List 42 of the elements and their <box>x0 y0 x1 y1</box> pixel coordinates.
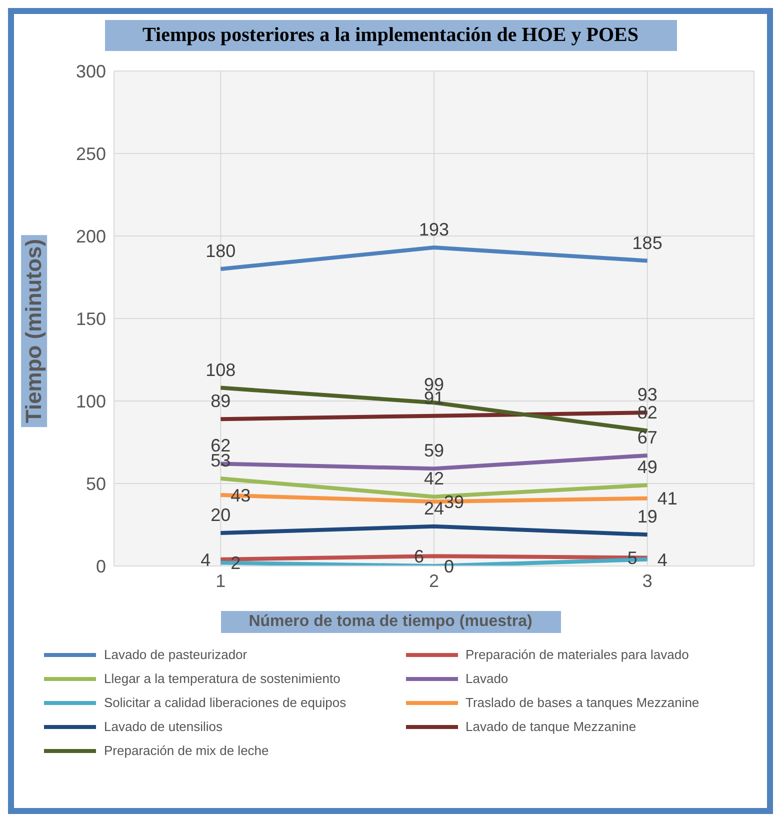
data-label: 193 <box>418 220 450 240</box>
x-tick-label: 2 <box>428 570 440 591</box>
data-label: 49 <box>637 457 658 478</box>
data-label: 19 <box>637 506 658 527</box>
y-tick-label: 150 <box>76 308 106 329</box>
data-label: 24 <box>424 498 444 518</box>
y-tick-label: 100 <box>76 391 106 412</box>
x-tick-label: 3 <box>642 570 652 591</box>
data-label: 82 <box>637 402 658 423</box>
x-tick-label: 1 <box>216 570 226 591</box>
data-label: 41 <box>657 488 678 509</box>
y-tick-label: 250 <box>76 144 106 164</box>
y-axis-title: Tiempo (minutos) <box>21 234 47 428</box>
data-label: 93 <box>637 384 658 405</box>
data-label: 42 <box>424 468 444 489</box>
data-label: 59 <box>424 440 444 461</box>
data-label: 2 <box>230 553 241 574</box>
data-label: 5 <box>627 548 638 568</box>
data-label: 185 <box>632 232 662 253</box>
y-tick-label: 300 <box>76 61 106 82</box>
data-label: 89 <box>210 391 231 412</box>
legend-label: Lavado <box>466 671 508 686</box>
data-label: 180 <box>206 241 236 261</box>
y-tick-label: 50 <box>86 474 106 494</box>
data-label: 53 <box>210 450 231 471</box>
y-tick-label: 200 <box>76 226 106 246</box>
legend-label: Lavado de pasteurizador <box>104 647 248 662</box>
legend-label: Traslado de bases a tanques Mezzanine <box>466 695 700 710</box>
x-axis-title: Número de toma de tiempo (muestra) <box>220 611 560 633</box>
data-label: 108 <box>206 360 236 380</box>
legend-label: Preparación de materiales para lavado <box>466 647 689 662</box>
legend-label: Llegar a la temperatura de sostenimiento <box>104 671 340 686</box>
legend-label: Lavado de tanque Mezzanine <box>466 719 636 734</box>
legend-label: Preparación de mix de leche <box>104 743 269 758</box>
legend-label: Lavado de utensilios <box>104 719 223 734</box>
data-label: 4 <box>200 550 211 570</box>
chart-title: Tiempos posteriores a la implementación de HOE y POES <box>104 20 676 51</box>
data-label: 4 <box>657 550 668 570</box>
legend-label: Solicitar a calidad liberaciones de equipos <box>104 695 346 710</box>
data-label: 67 <box>637 427 658 448</box>
y-tick-label: 0 <box>96 556 106 576</box>
data-label: 20 <box>210 505 231 525</box>
